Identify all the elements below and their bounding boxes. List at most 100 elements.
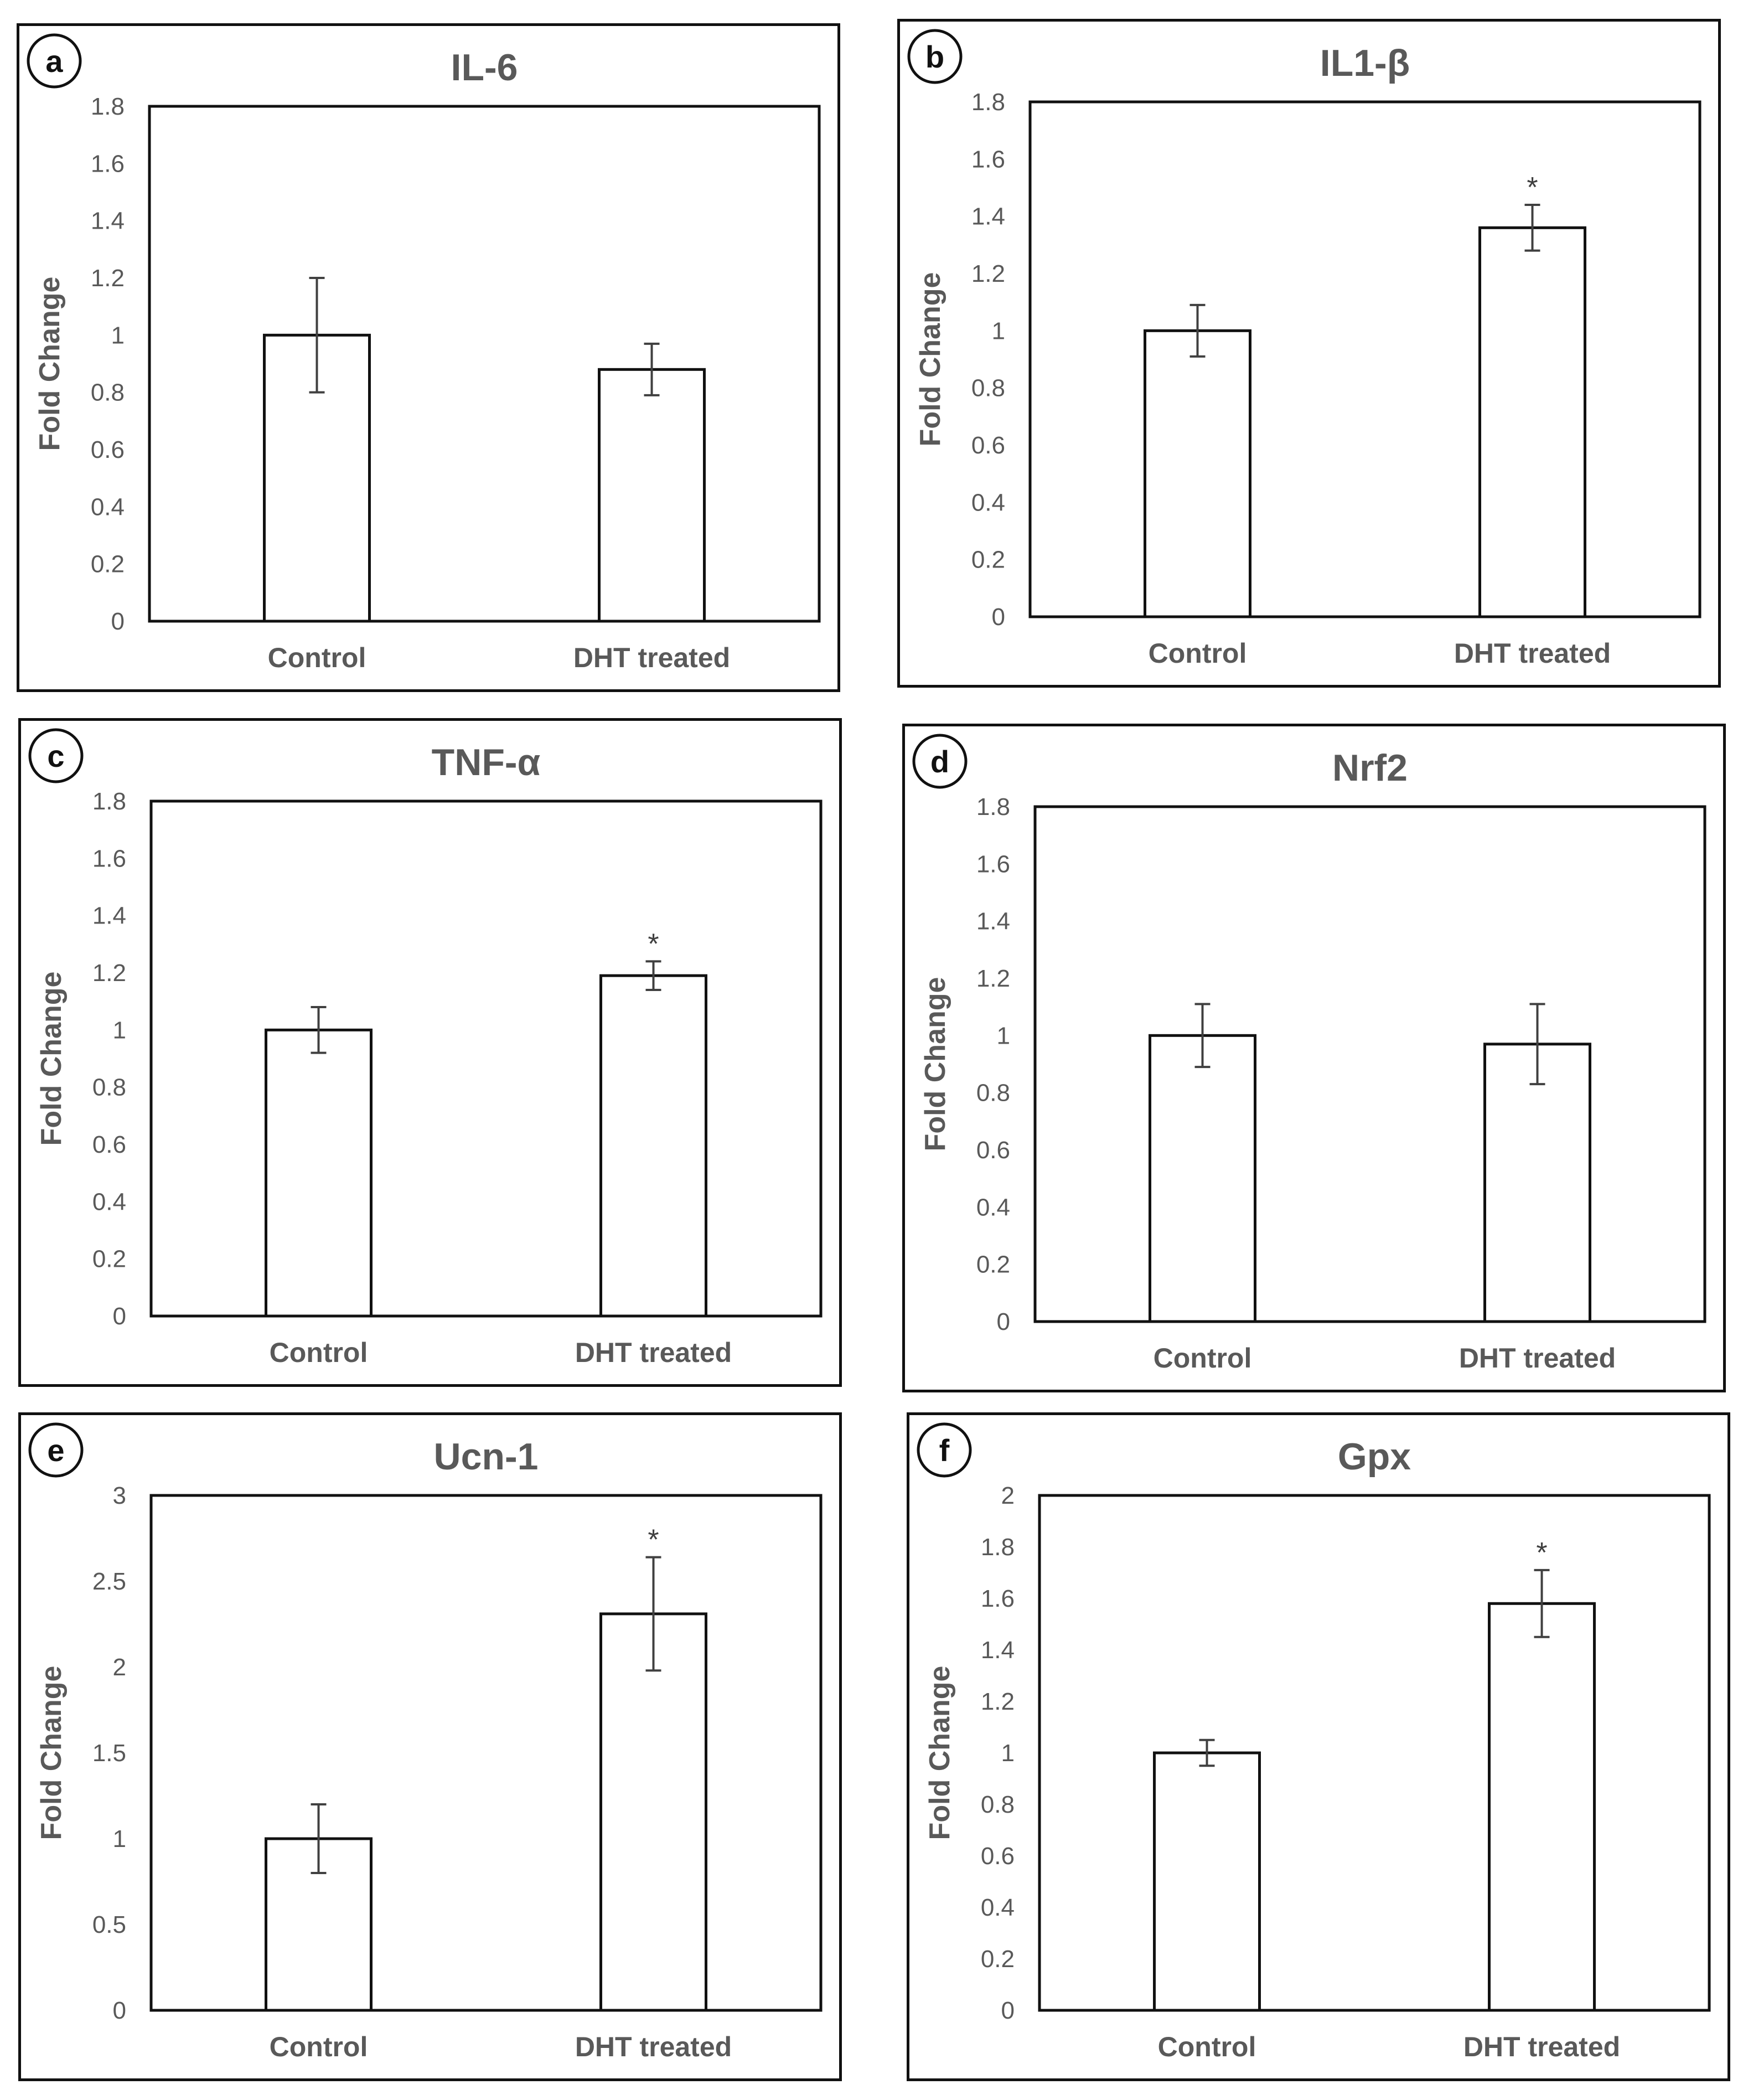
bar-control bbox=[265, 1028, 373, 1318]
chart-panel-d: d Nrf2 0 0.2 0.4 0.6 0.8 1 1.2 1.4 1.6 1.8 Fold Chan… bbox=[902, 724, 1726, 1392]
y-axis-label: Fold Change bbox=[914, 272, 947, 447]
category-label: DHT treated bbox=[575, 2031, 732, 2062]
y-axis-label: Fold Change bbox=[35, 972, 68, 1146]
y-tick-label: 0.2 bbox=[91, 551, 125, 578]
y-tick-label: 0.8 bbox=[971, 375, 1005, 402]
panel-letter-circle bbox=[27, 33, 82, 89]
significance-marker: * bbox=[648, 1524, 659, 1556]
plot-area-frame bbox=[149, 799, 823, 1318]
chart-title: TNF-α bbox=[432, 741, 541, 783]
significance-marker: * bbox=[1527, 172, 1538, 204]
bar-control bbox=[1149, 1034, 1256, 1323]
plot-area-frame bbox=[148, 105, 821, 623]
y-tick-label: 0.4 bbox=[92, 1188, 126, 1215]
y-tick-label: 1 bbox=[997, 1022, 1010, 1049]
chart-title: IL-6 bbox=[451, 47, 518, 89]
category-label: DHT treated bbox=[1463, 2031, 1620, 2062]
y-tick-label: 1.6 bbox=[971, 146, 1005, 173]
bar-dht-treated bbox=[1483, 1043, 1591, 1323]
y-tick-label: 0.2 bbox=[92, 1246, 126, 1273]
y-tick-label: 1.2 bbox=[92, 959, 126, 987]
panel-letter-circle bbox=[912, 734, 968, 789]
y-axis-label: Fold Change bbox=[34, 277, 66, 451]
y-axis-label: Fold Change bbox=[924, 1666, 956, 1840]
y-tick-label: 1 bbox=[111, 322, 125, 349]
y-tick-label: 0.2 bbox=[981, 1946, 1015, 1973]
bar-chart-a: a IL-6 0 0.2 0.4 0.6 0.8 1 1.2 1.4 1.6 1.8 Fold Chan… bbox=[27, 33, 821, 673]
y-tick-label: 1.8 bbox=[92, 788, 126, 815]
category-label: DHT treated bbox=[573, 642, 730, 673]
y-tick-label: 1.2 bbox=[91, 265, 125, 292]
y-axis-label: Fold Change bbox=[919, 977, 951, 1152]
y-axis-label: Fold Change bbox=[35, 1666, 68, 1840]
significance-marker: * bbox=[1536, 1537, 1547, 1569]
y-tick-label: 0.6 bbox=[971, 432, 1005, 459]
chart-panel-c: c TNF-α 0 0.2 0.4 0.6 0.8 1 1.2 1.4 1.6 1.8 Fold Cha… bbox=[18, 718, 842, 1387]
bar-chart-e: e Ucn-1 0 0.5 1 1.5 2 2.5 3 Fold Change Control * DH… bbox=[28, 1422, 823, 2062]
chart-panel-e: e Ucn-1 0 0.5 1 1.5 2 2.5 3 Fold Change Control * DH… bbox=[18, 1412, 842, 2081]
plot-area-frame bbox=[1033, 805, 1706, 1323]
panel-letter-circle bbox=[907, 29, 963, 84]
y-tick-label: 1.6 bbox=[981, 1585, 1015, 1612]
y-tick-label: 0.4 bbox=[976, 1194, 1010, 1221]
y-tick-label: 0 bbox=[111, 608, 125, 635]
y-tick-label: 1.8 bbox=[981, 1534, 1015, 1561]
y-tick-label: 1.4 bbox=[971, 203, 1005, 230]
y-tick-label: 1.6 bbox=[91, 150, 125, 177]
category-label: Control bbox=[268, 642, 366, 673]
y-tick-label: 0 bbox=[1001, 1997, 1015, 2024]
y-tick-label: 0 bbox=[113, 1997, 126, 2024]
y-tick-label: 1 bbox=[992, 317, 1005, 344]
bar-chart-f: f Gpx 0 0.2 0.4 0.6 0.8 1 1.2 1.4 1.6 1.8 2 Fold Chan… bbox=[917, 1422, 1711, 2062]
category-label: Control bbox=[270, 1337, 368, 1368]
y-tick-label: 1.4 bbox=[981, 1637, 1015, 1664]
chart-panel-b: b IL1-β 0 0.2 0.4 0.6 0.8 1 1.2 1.4 1.6 1.8 Fold Cha… bbox=[897, 19, 1721, 688]
y-tick-label: 0.4 bbox=[981, 1894, 1015, 1921]
category-label: Control bbox=[1154, 1343, 1252, 1374]
y-tick-label: 0.2 bbox=[971, 546, 1005, 574]
bar-dht-treated bbox=[1478, 226, 1586, 618]
bar-dht-treated bbox=[1488, 1602, 1596, 2012]
panel-letter-circle bbox=[28, 728, 84, 783]
y-tick-label: 0.8 bbox=[981, 1791, 1015, 1818]
bar-chart-b: b IL1-β 0 0.2 0.4 0.6 0.8 1 1.2 1.4 1.6 1.8 Fold Cha… bbox=[907, 29, 1701, 669]
panel-letter-label: c bbox=[47, 739, 64, 773]
y-tick-label: 1.6 bbox=[976, 850, 1010, 878]
category-label: DHT treated bbox=[575, 1337, 732, 1368]
y-tick-label: 1 bbox=[113, 1017, 126, 1044]
plot-area-frame bbox=[1038, 1494, 1711, 2012]
y-tick-label: 3 bbox=[113, 1482, 126, 1509]
significance-marker: * bbox=[648, 928, 659, 960]
y-tick-label: 0 bbox=[997, 1308, 1010, 1335]
y-tick-label: 1.4 bbox=[92, 902, 126, 930]
panel-letter-label: a bbox=[45, 44, 63, 79]
y-tick-label: 0 bbox=[992, 603, 1005, 631]
y-tick-label: 0.6 bbox=[92, 1131, 126, 1158]
y-tick-label: 1.5 bbox=[92, 1740, 126, 1767]
category-label: DHT treated bbox=[1459, 1343, 1616, 1374]
y-tick-label: 2 bbox=[113, 1654, 126, 1681]
y-tick-label: 0.5 bbox=[92, 1911, 126, 1938]
panel-letter-circle bbox=[917, 1422, 972, 1478]
category-label: Control bbox=[1158, 2031, 1256, 2062]
y-tick-label: 1.2 bbox=[981, 1688, 1015, 1715]
panel-letter-circle bbox=[28, 1422, 84, 1478]
y-tick-label: 1.8 bbox=[976, 793, 1010, 821]
y-tick-label: 1.4 bbox=[976, 908, 1010, 935]
y-tick-label: 1.8 bbox=[971, 89, 1005, 116]
panel-letter-label: f bbox=[939, 1433, 950, 1468]
panel-letter-label: d bbox=[930, 744, 949, 779]
y-tick-label: 1.2 bbox=[971, 260, 1005, 287]
y-tick-label: 0.8 bbox=[91, 379, 125, 406]
y-tick-label: 0.6 bbox=[976, 1137, 1010, 1164]
y-tick-label: 1.8 bbox=[91, 93, 125, 120]
chart-panel-a: a IL-6 0 0.2 0.4 0.6 0.8 1 1.2 1.4 1.6 1.8 Fold Chan… bbox=[17, 23, 840, 692]
y-tick-label: 0.6 bbox=[91, 436, 125, 463]
y-tick-label: 2.5 bbox=[92, 1568, 126, 1595]
category-label: DHT treated bbox=[1454, 638, 1611, 669]
bar-chart-c: c TNF-α 0 0.2 0.4 0.6 0.8 1 1.2 1.4 1.6 1.8 Fold Cha… bbox=[28, 728, 823, 1368]
plot-area-frame bbox=[1028, 100, 1701, 618]
bar-dht-treated bbox=[599, 1612, 707, 2012]
y-tick-label: 1.2 bbox=[976, 965, 1010, 992]
bar-control bbox=[1144, 329, 1251, 618]
